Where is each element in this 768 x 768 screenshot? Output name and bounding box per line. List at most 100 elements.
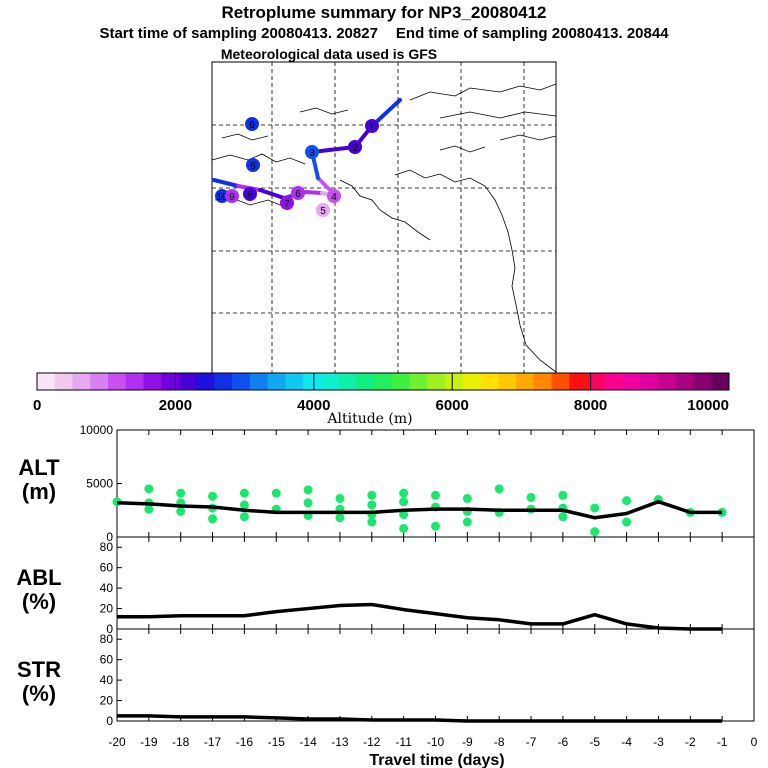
colorbar-swatch xyxy=(409,373,428,390)
colorbar-swatch xyxy=(232,373,251,390)
trajectory-day-label: 1 xyxy=(369,122,375,133)
trajectory-marker xyxy=(291,186,305,200)
x-tick-label: -17 xyxy=(204,735,222,749)
series-line xyxy=(116,499,723,520)
scatter-point xyxy=(399,488,409,498)
colorbar-swatch xyxy=(37,373,56,390)
trajectory-day-label: 9 xyxy=(229,192,235,203)
x-axis-label: Travel time (days) xyxy=(369,752,504,768)
x-tick-label: -8 xyxy=(494,735,505,749)
colorbar-swatch xyxy=(569,373,588,390)
map-coastline xyxy=(299,107,349,115)
colorbar-swatch xyxy=(551,373,570,390)
trajectory-segment xyxy=(303,190,324,195)
trajectory-day-label: 4 xyxy=(331,192,337,203)
trajectory-segment xyxy=(212,178,240,188)
scatter-point xyxy=(176,506,186,516)
colorbar-swatch xyxy=(675,373,695,390)
colorbar-swatch xyxy=(285,373,304,390)
x-tick-label: -3 xyxy=(653,735,664,749)
x-tick-label: -11 xyxy=(395,735,412,749)
panel-ylabel-unit: (%) xyxy=(22,681,56,706)
trajectory-day-label: 6 xyxy=(295,189,301,200)
map-frame xyxy=(211,61,557,374)
trajectory-marker xyxy=(365,119,379,133)
trajectory-day-label: 5 xyxy=(320,206,326,217)
y-tick-label: 80 xyxy=(100,540,114,554)
scatter-point xyxy=(558,512,568,522)
panel-alt: 0 5000 10000 ALT(m) xyxy=(18,423,755,544)
x-tick-label: -16 xyxy=(236,735,254,749)
y-tick-label: 0 xyxy=(106,714,113,728)
scatter-point xyxy=(271,488,281,498)
colorbar-swatch xyxy=(214,373,233,390)
map-coastline xyxy=(339,179,431,241)
colorbar-tick-label: 6000 xyxy=(436,397,469,414)
chart-title: Retroplume summary for NP3_20080412 xyxy=(221,3,547,22)
trajectory-day-label: 7 xyxy=(284,199,290,210)
map-coastline xyxy=(211,153,306,165)
scatter-point xyxy=(367,490,377,500)
trajectory-day-label: 6 xyxy=(250,161,256,172)
start-time-label: Start time of sampling 20080413. 20827 xyxy=(99,25,378,42)
trajectory-marker xyxy=(280,196,294,210)
colorbar-swatch xyxy=(462,373,482,390)
colorbar-swatch xyxy=(90,373,109,390)
map-coastline xyxy=(499,134,557,141)
trajectory-marker xyxy=(245,117,259,131)
x-tick-label: -9 xyxy=(462,735,473,749)
trajectory-day-label: 8 xyxy=(247,190,253,201)
colorbar-swatch xyxy=(374,373,393,390)
time-series-panels: 0500010000ALT(m)020406080ABL(%)020406080… xyxy=(16,423,757,768)
scatter-point xyxy=(494,484,504,494)
colorbar-swatch xyxy=(54,373,73,390)
map-coastline xyxy=(221,133,269,141)
y-tick-label: 80 xyxy=(100,632,114,646)
panel-frame xyxy=(116,628,755,722)
colorbar-swatch xyxy=(693,373,712,390)
panel-str: 0 20 40 60 80 STR(%) xyxy=(17,628,755,728)
x-tick-label: -10 xyxy=(427,735,445,749)
colorbar-swatch xyxy=(320,373,340,390)
scatter-point xyxy=(590,503,600,513)
trajectory-marker xyxy=(243,187,257,201)
trajectory-marker xyxy=(316,203,330,217)
x-tick-label: -19 xyxy=(140,735,158,749)
scatter-point xyxy=(335,513,345,523)
colorbar-swatch xyxy=(107,373,127,390)
panel-ylabel-unit: (m) xyxy=(22,479,56,504)
colorbar-swatch xyxy=(338,373,357,390)
trajectory-day-label: 6 xyxy=(249,120,255,131)
series-line xyxy=(117,714,723,723)
scatter-point xyxy=(622,496,632,506)
scatter-point xyxy=(462,517,472,527)
colorbar-tick-label: 10000 xyxy=(687,397,729,414)
y-tick-label: 60 xyxy=(100,653,114,667)
trajectory-marker xyxy=(225,189,239,203)
colorbar-swatch xyxy=(72,373,91,390)
colorbar-swatch xyxy=(533,373,553,390)
y-tick-label: 20 xyxy=(100,694,114,708)
trajectory-day-label: 3 xyxy=(309,148,315,159)
scatter-point xyxy=(622,517,632,527)
colorbar-tick-label: 4000 xyxy=(297,397,330,414)
scatter-point xyxy=(239,500,249,510)
series-line xyxy=(117,602,723,631)
colorbar-swatch xyxy=(196,373,215,390)
scatter-point xyxy=(431,521,440,531)
scatter-point xyxy=(462,493,472,503)
colorbar-swatch xyxy=(267,373,286,390)
scatter-point xyxy=(176,488,186,498)
colorbar-swatch xyxy=(480,373,499,390)
colorbar-swatch xyxy=(427,373,446,390)
y-tick-label: 20 xyxy=(100,602,114,616)
x-tick-label: -12 xyxy=(363,735,381,749)
y-tick-label: 60 xyxy=(100,561,114,575)
panel-abl: 0 20 40 60 80 ABL(%) xyxy=(16,536,755,636)
scatter-point xyxy=(590,527,600,537)
y-tick-label: 40 xyxy=(100,673,114,687)
scatter-point xyxy=(208,491,218,501)
scatter-point xyxy=(303,498,313,508)
